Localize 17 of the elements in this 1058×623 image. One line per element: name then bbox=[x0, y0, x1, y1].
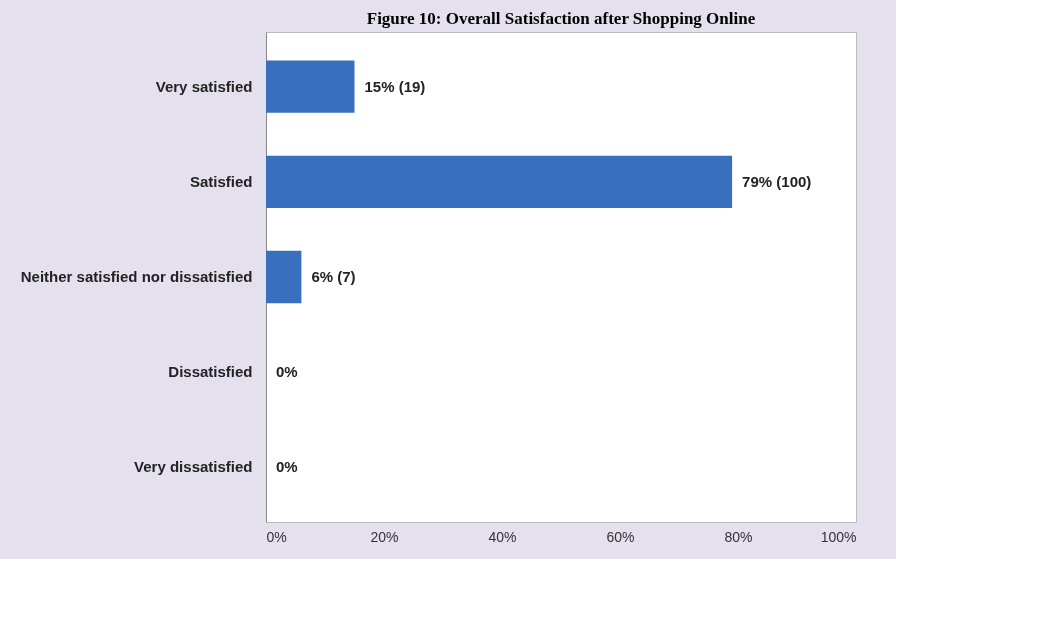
x-tick-label: 40% bbox=[488, 528, 517, 545]
data-label: 6% (7) bbox=[311, 268, 356, 285]
y-tick-label: Very dissatisfied bbox=[134, 458, 253, 476]
data-label: 0% bbox=[276, 458, 298, 476]
x-tick-label: 20% bbox=[370, 528, 399, 545]
x-tick-label: 0% bbox=[266, 528, 287, 545]
y-tick-label: Satisfied bbox=[189, 172, 253, 190]
data-label: 79% (100) bbox=[742, 172, 812, 190]
y-tick-label: Neither satisfied nor dissatisfied bbox=[20, 268, 253, 285]
x-tick-label: 60% bbox=[606, 528, 635, 545]
data-label: 0% bbox=[276, 363, 298, 381]
y-tick-label: Dissatisfied bbox=[168, 363, 253, 381]
x-tick-label: 80% bbox=[724, 528, 753, 545]
chart-title: Figure 10: Overall Satisfaction after Shopping Online bbox=[366, 9, 756, 28]
x-tick-label: 100% bbox=[820, 528, 857, 545]
data-label: 15% (19) bbox=[364, 77, 426, 95]
y-tick-label: Very satisfied bbox=[155, 77, 253, 95]
